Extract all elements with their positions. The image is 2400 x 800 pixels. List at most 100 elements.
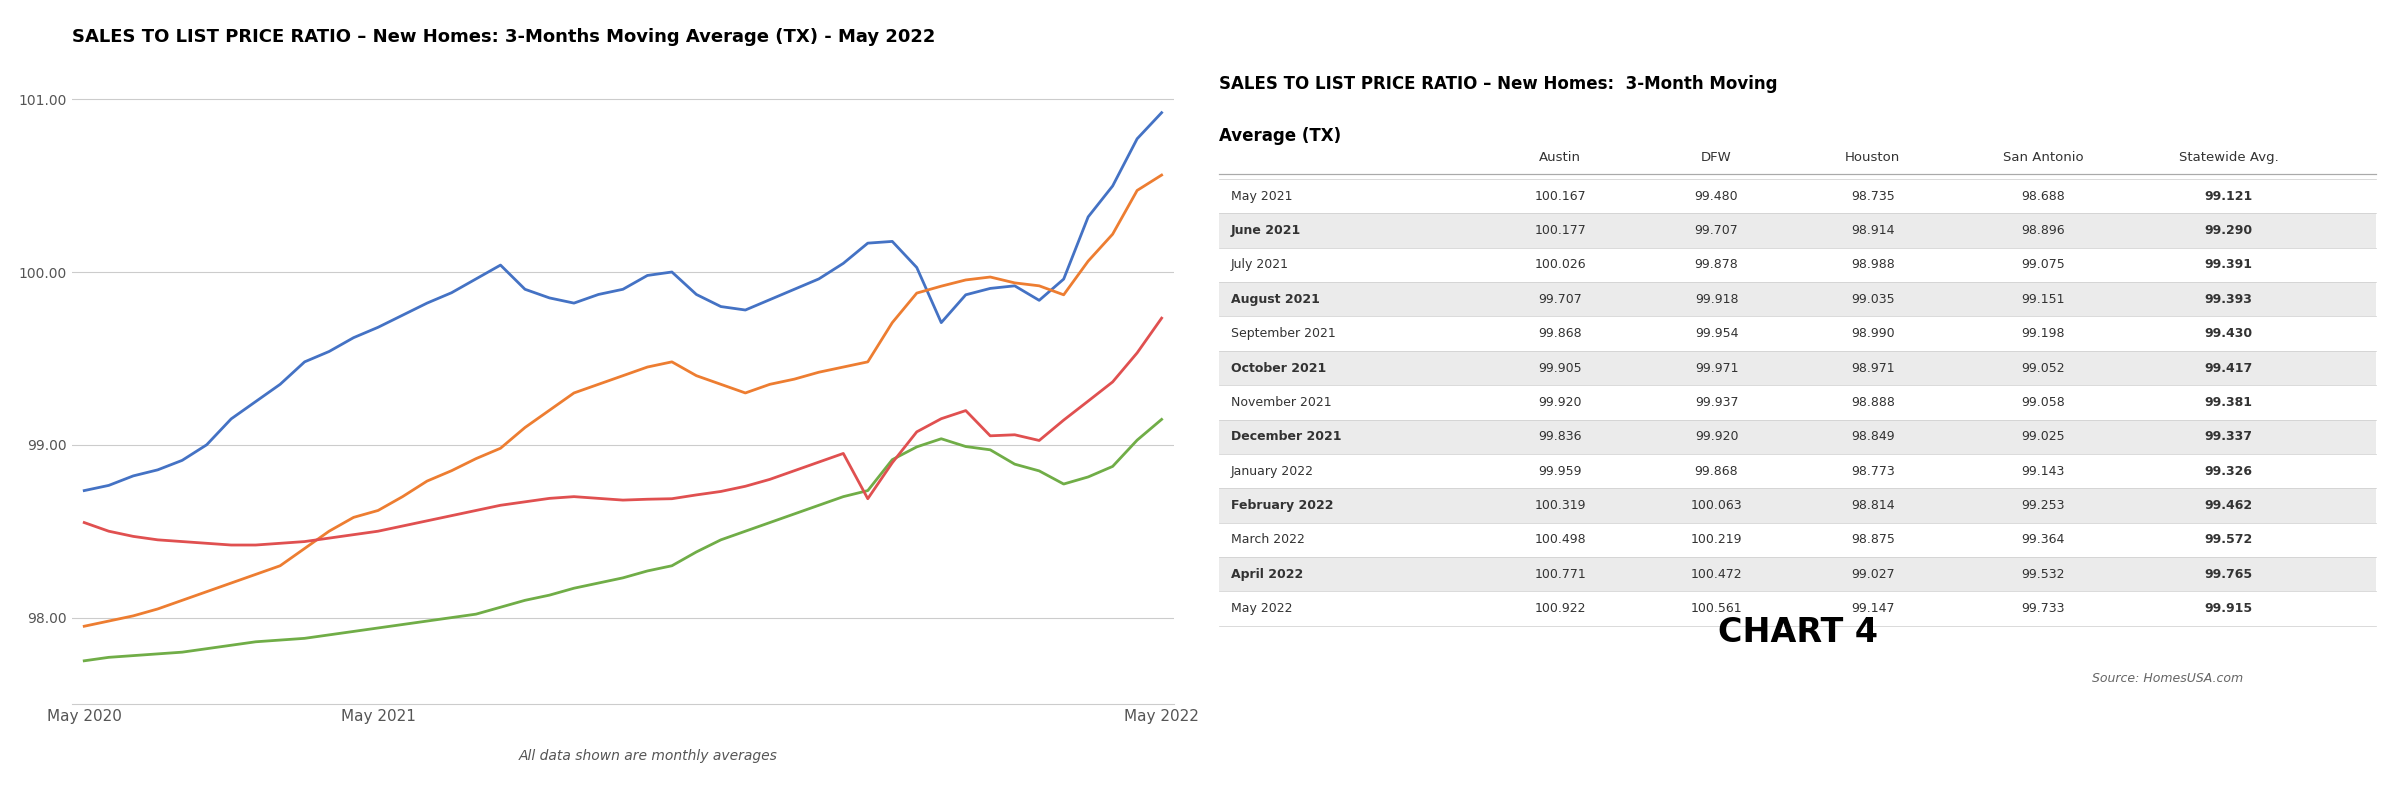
DFW [511, 422, 540, 432]
Austin [706, 302, 734, 311]
DFW [1099, 230, 1128, 239]
DFW [487, 443, 516, 453]
Houston [610, 573, 638, 582]
Austin [559, 298, 588, 308]
San Antonio [1099, 377, 1128, 386]
San Antonio [854, 494, 883, 503]
Text: 100.319: 100.319 [1534, 499, 1586, 512]
DFW [1123, 186, 1152, 195]
Text: 100.063: 100.063 [1690, 499, 1742, 512]
San Antonio [144, 535, 173, 545]
Austin [610, 285, 638, 294]
Houston [216, 641, 245, 650]
DFW [338, 513, 367, 522]
Houston [950, 442, 979, 451]
San Antonio [1147, 314, 1176, 323]
Austin [338, 333, 367, 342]
Line: San Antonio: San Antonio [84, 318, 1162, 545]
DFW [902, 288, 931, 298]
DFW [854, 357, 883, 366]
DFW [461, 454, 490, 463]
Houston [1073, 472, 1102, 482]
San Antonio [682, 490, 710, 500]
Text: 100.771: 100.771 [1534, 567, 1586, 581]
DFW [413, 476, 442, 486]
Text: 99.480: 99.480 [1694, 190, 1738, 202]
Houston [1147, 414, 1176, 424]
Text: 99.905: 99.905 [1538, 362, 1582, 374]
Text: 99.151: 99.151 [2021, 293, 2064, 306]
DFW [828, 362, 857, 372]
Bar [1219, 214, 2376, 248]
DFW [583, 379, 612, 389]
DFW [535, 406, 564, 415]
Text: Average (TX): Average (TX) [1219, 127, 1342, 146]
Text: 99.417: 99.417 [2203, 362, 2254, 374]
Houston [1025, 466, 1054, 476]
San Antonio [413, 516, 442, 526]
DFW [94, 616, 122, 626]
Text: 99.868: 99.868 [1694, 465, 1738, 478]
Houston [192, 644, 221, 654]
Austin [94, 481, 122, 490]
Text: 99.391: 99.391 [2206, 258, 2254, 271]
Austin [583, 290, 612, 299]
San Antonio [902, 427, 931, 437]
Houston [732, 526, 761, 536]
Text: 99.971: 99.971 [1694, 362, 1738, 374]
Text: 99.937: 99.937 [1694, 396, 1738, 409]
DFW [950, 275, 979, 285]
Text: 98.688: 98.688 [2021, 190, 2066, 202]
DFW [389, 492, 418, 502]
Text: CHART 4: CHART 4 [1718, 616, 1877, 650]
Houston [70, 656, 98, 666]
DFW [437, 466, 466, 475]
Austin [804, 274, 833, 284]
Text: August 2021: August 2021 [1231, 293, 1320, 306]
Austin [950, 290, 979, 300]
Text: 99.959: 99.959 [1538, 465, 1582, 478]
Text: 98.814: 98.814 [1850, 499, 1894, 512]
Houston [1001, 459, 1030, 469]
Text: DFW: DFW [1702, 151, 1733, 164]
San Antonio [389, 522, 418, 531]
San Antonio [535, 494, 564, 503]
Text: 99.025: 99.025 [2021, 430, 2064, 443]
Austin [878, 237, 907, 246]
Text: 99.707: 99.707 [1538, 293, 1582, 306]
San Antonio [634, 494, 662, 504]
Austin [1099, 181, 1128, 190]
Bar [1219, 282, 2376, 317]
Text: 99.430: 99.430 [2206, 327, 2254, 340]
Text: 99.920: 99.920 [1538, 396, 1582, 409]
Houston [1099, 462, 1128, 471]
Text: May 2022: May 2022 [1231, 602, 1291, 615]
San Antonio [610, 495, 638, 505]
Houston [583, 578, 612, 588]
Text: 98.988: 98.988 [1850, 258, 1894, 271]
Text: SALES TO LIST PRICE RATIO – New Homes:  3-Month Moving: SALES TO LIST PRICE RATIO – New Homes: 3… [1219, 75, 1778, 94]
DFW [1147, 170, 1176, 180]
Houston [926, 434, 955, 443]
Text: October 2021: October 2021 [1231, 362, 1325, 374]
Text: Houston: Houston [1846, 151, 1901, 164]
San Antonio [216, 540, 245, 550]
Text: 98.875: 98.875 [1850, 534, 1894, 546]
Houston [365, 623, 394, 633]
Austin [902, 262, 931, 272]
Text: 99.733: 99.733 [2021, 602, 2064, 615]
Austin [828, 258, 857, 268]
San Antonio [192, 538, 221, 548]
Text: June 2021: June 2021 [1231, 224, 1301, 237]
Text: Source: HomesUSA.com: Source: HomesUSA.com [2093, 671, 2244, 685]
Austin [854, 238, 883, 248]
DFW [878, 318, 907, 327]
Austin [1049, 274, 1078, 284]
Text: 99.326: 99.326 [2206, 465, 2254, 478]
San Antonio [977, 431, 1006, 441]
Bar [1219, 351, 2376, 385]
Text: 100.498: 100.498 [1534, 534, 1586, 546]
Houston [314, 630, 343, 640]
Austin [634, 270, 662, 280]
San Antonio [732, 482, 761, 491]
